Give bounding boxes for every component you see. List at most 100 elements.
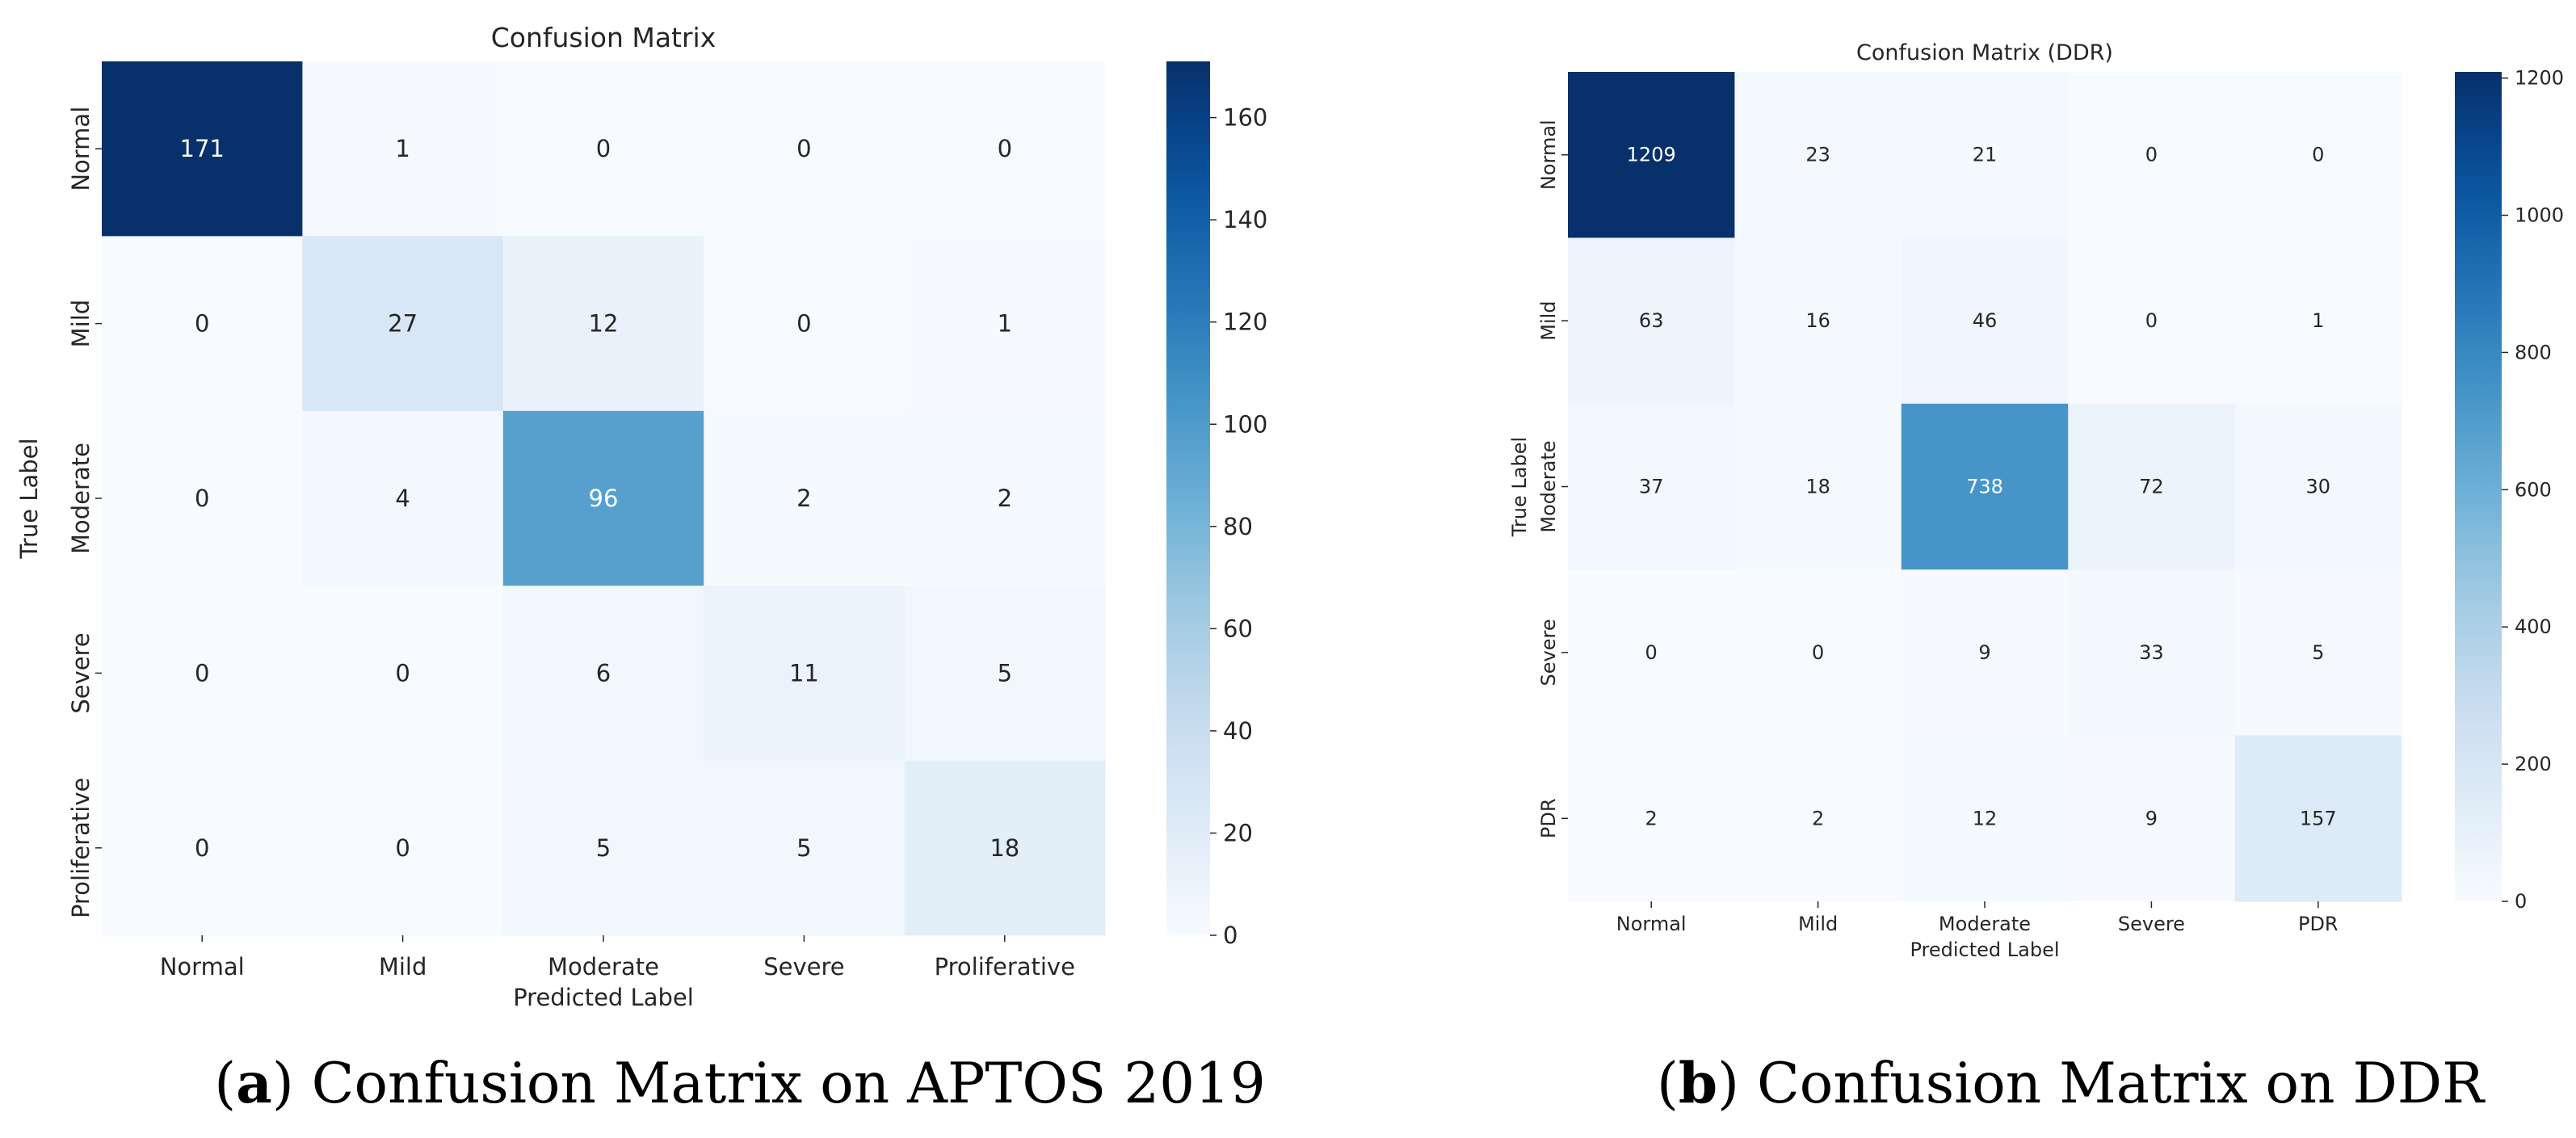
cell-value-label: 0 <box>195 659 209 687</box>
colorbar-tick-label: 140 <box>1223 206 1267 233</box>
x-axis-label: Predicted Label <box>1910 939 2059 961</box>
cell-value-label: 12 <box>1973 807 1998 829</box>
colorbar-tick-label: 200 <box>2515 753 2552 775</box>
x-tick-label: Moderate <box>548 953 659 981</box>
heatmap-cell <box>502 61 704 237</box>
cell-value-label: 2 <box>998 485 1012 512</box>
cell-value-label: 0 <box>998 135 1012 162</box>
cell-value-label: 5 <box>796 834 811 862</box>
x-tick-label: Severe <box>763 953 844 981</box>
cell-value-label: 171 <box>180 135 225 162</box>
x-tick-label: Mild <box>1798 913 1838 935</box>
heatmap-cell <box>2068 569 2236 737</box>
heatmap-cell <box>1734 403 1902 570</box>
heatmap-cell <box>1734 72 1902 238</box>
cell-value-label: 16 <box>1805 309 1830 332</box>
cell-value-label: 18 <box>990 834 1019 862</box>
x-tick-label: Proliferative <box>935 953 1075 981</box>
cell-value-label: 738 <box>1966 476 2003 498</box>
colorbar-tick-label: 1200 <box>2515 67 2564 90</box>
heatmap-cell <box>2234 237 2402 405</box>
heatmap-cell <box>704 760 906 936</box>
colorbar-tick-label: 400 <box>2515 615 2552 638</box>
cell-value-label: 11 <box>789 659 819 687</box>
cell-value-label: 5 <box>2312 641 2324 664</box>
caption-letter: b <box>1679 1051 1717 1116</box>
subfigure-caption: (b) Confusion Matrix on DDR <box>1657 1051 2486 1116</box>
heatmap-cell <box>1568 237 1735 405</box>
heatmap-cell <box>1734 569 1902 737</box>
heatmap-cell <box>1734 237 1902 405</box>
colorbar-tick-label: 800 <box>2515 341 2552 363</box>
heatmap-1: Confusion Matrix (DDR)1209 23 21 0 063 16 46 0 1… <box>1508 40 2564 1116</box>
cell-value-label: 1 <box>998 310 1012 338</box>
heatmap-cell <box>1568 72 1735 238</box>
chart-title: Confusion Matrix (DDR) <box>1856 40 2113 65</box>
x-tick-label: PDR <box>2298 913 2339 935</box>
cell-value-label: 0 <box>195 834 209 862</box>
heatmap-cell <box>502 586 704 762</box>
heatmap-cell <box>102 586 303 762</box>
heatmap-cell <box>1901 569 2069 737</box>
cell-value-label: 2 <box>1645 807 1658 829</box>
x-tick-label: Severe <box>2118 913 2185 935</box>
y-tick-label: Moderate <box>67 443 95 554</box>
heatmap-cell <box>1734 735 1902 902</box>
x-tick-label: Mild <box>379 953 427 981</box>
cell-value-label: 27 <box>388 310 418 338</box>
colorbar <box>1166 61 1210 935</box>
cell-value-label: 0 <box>1645 641 1658 664</box>
cell-value-label: 0 <box>1812 641 1824 664</box>
y-axis-label: True Label <box>15 438 43 559</box>
chart-title: Confusion Matrix <box>491 22 716 53</box>
heatmap-cell <box>102 760 303 936</box>
heatmap-cell <box>102 236 303 412</box>
heatmap-cell <box>1568 403 1735 570</box>
heatmap-cell <box>2234 569 2402 737</box>
heatmap-cell <box>2068 72 2236 238</box>
heatmap-cell <box>302 586 504 762</box>
cell-value-label: 72 <box>2139 476 2164 498</box>
heatmap-cell <box>1901 72 2069 238</box>
y-tick-label: Proliferative <box>67 778 95 918</box>
cell-value-label: 63 <box>1639 309 1664 332</box>
cell-value-label: 5 <box>998 659 1012 687</box>
cell-value-label: 46 <box>1973 309 1998 332</box>
x-tick-label: Moderate <box>1939 913 2031 935</box>
cell-value-label: 1209 <box>1627 144 1676 166</box>
heatmap-cell <box>704 236 906 412</box>
cell-value-label: 0 <box>195 310 209 338</box>
heatmap-cell <box>1901 403 2069 570</box>
heatmap-cell <box>704 586 906 762</box>
x-axis-label: Predicted Label <box>513 984 694 1011</box>
cell-value-label: 0 <box>2145 309 2158 332</box>
cell-value-label: 1 <box>2312 309 2324 332</box>
heatmap-cell <box>1568 735 1735 902</box>
cell-value-label: 5 <box>596 834 611 862</box>
cell-value-label: 4 <box>395 485 410 512</box>
cell-value-label: 23 <box>1805 144 1830 166</box>
cell-value-label: 2 <box>796 485 811 512</box>
cell-value-label: 30 <box>2306 476 2331 498</box>
cell-value-label: 0 <box>195 485 209 512</box>
subfigure-caption: (a) Confusion Matrix on APTOS 2019 <box>214 1051 1266 1116</box>
heatmap-cell <box>302 760 504 936</box>
cell-value-label: 1 <box>395 135 410 162</box>
heatmap-cell <box>704 410 906 586</box>
cell-value-label: 0 <box>796 310 811 338</box>
cell-value-label: 0 <box>596 135 611 162</box>
cell-value-label: 9 <box>2145 807 2158 829</box>
heatmap-cell <box>904 61 1106 237</box>
heatmap-cell <box>1568 569 1735 737</box>
caption-text: ) Confusion Matrix on DDR <box>1717 1052 2486 1116</box>
y-tick-label: Mild <box>67 300 95 348</box>
cell-value-label: 18 <box>1805 476 1830 498</box>
heatmap-cell <box>302 410 504 586</box>
cell-value-label: 0 <box>2145 144 2158 166</box>
cell-value-label: 96 <box>589 485 619 512</box>
cell-value-label: 21 <box>1973 144 1998 166</box>
cell-value-label: 0 <box>2312 144 2324 166</box>
caption-text: ) Confusion Matrix on APTOS 2019 <box>272 1052 1266 1116</box>
heatmap-cell <box>904 760 1106 936</box>
